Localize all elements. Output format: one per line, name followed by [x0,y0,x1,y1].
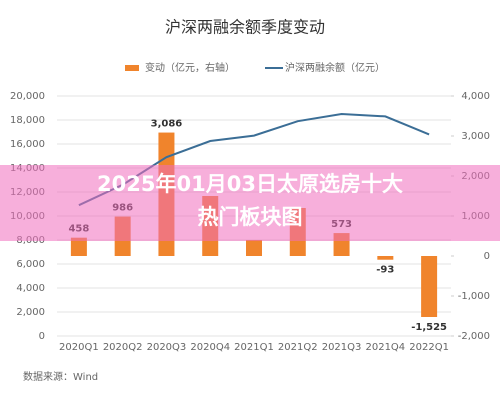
bar [70,237,87,256]
y-tick-label: 20,000 [10,91,45,102]
x-tick-label: 2020Q2 [103,342,143,353]
banner-text: 热门板块图 [198,205,303,229]
x-tick-label: 2021Q4 [365,342,405,353]
y2-tick-label: 4,000 [461,91,490,102]
y2-tick-label: 3,000 [461,131,490,142]
y2-tick-label: 0 [484,251,490,262]
x-tick-label: 2020Q3 [147,342,187,353]
legend-label: 沪深两融余额（亿元） [285,61,385,74]
legend-label: 变动（亿元，右轴） [145,61,235,74]
y-tick-label: 0 [39,331,45,342]
bar [246,240,262,256]
x-tick-label: 2021Q2 [278,342,318,353]
y-tick-label: 6,000 [16,259,45,270]
y-tick-label: 16,000 [10,139,45,150]
value-label: 3,086 [151,119,183,130]
bar [421,256,438,317]
chart-title: 沪深两融余额季度变动 [165,18,325,37]
x-tick-label: 2020Q1 [59,342,99,353]
bar [377,256,394,260]
source: 数据来源：Wind [23,370,98,383]
banner-bg [0,165,500,241]
x-tick-label: 2020Q4 [190,342,230,353]
y-tick-label: 2,000 [16,307,45,318]
banner-text: 2025年01月03日太原选房十大 [97,172,403,196]
y2-tick-label: -1,000 [458,291,490,302]
y-tick-label: 4,000 [16,283,45,294]
x-tick-label: 2021Q3 [322,342,362,353]
legend-swatch [125,65,139,71]
y-tick-label: 18,000 [10,115,45,126]
value-label: -1,525 [411,322,447,333]
y2-tick-label: -2,000 [458,331,490,342]
x-tick-label: 2021Q1 [234,342,274,353]
x-tick-label: 2022Q1 [409,342,449,353]
value-label: -93 [376,265,394,276]
